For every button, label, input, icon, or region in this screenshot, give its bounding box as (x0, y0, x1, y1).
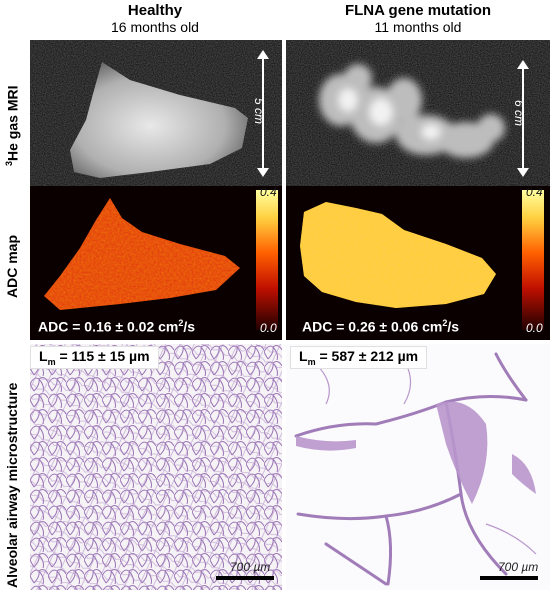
mri-flna-scale-label: 6 cm (512, 99, 527, 127)
arrow-up-icon (257, 50, 269, 59)
healthy-lm-value: = 115 ± 15 µm (55, 348, 150, 364)
adc-flna-value: ADC = 0.26 ± 0.06 cm2/s (302, 318, 459, 335)
adc-flna-colorbar (522, 190, 544, 330)
row-label-mri-sup: 3 (4, 160, 14, 166)
adc-healthy-colorbar-min: 0.0 (260, 321, 277, 335)
row-label-adc: ADC map (4, 235, 20, 298)
flna-title: FLNA gene mutation 11 months old (286, 2, 550, 36)
flna-scale-bar (480, 576, 538, 580)
healthy-title-text: Healthy (127, 2, 183, 19)
flna-subtitle: 11 months old (374, 19, 462, 35)
mri-healthy-image (30, 40, 282, 186)
adc-healthy-panel: 0.4 0.0 ADC = 0.16 ± 0.02 cm2/s (30, 186, 282, 340)
flna-lm-sub: m (307, 356, 316, 367)
row-label-mri: 3He gas MRI (4, 86, 21, 166)
histology-healthy-lm: Lm = 115 ± 15 µm (30, 346, 159, 369)
histology-flna-image (286, 344, 550, 590)
adc-flna-value-text: ADC = 0.26 ± 0.06 cm (302, 318, 443, 335)
adc-healthy-colorbar (256, 190, 278, 330)
flna-title-text: FLNA gene mutation (344, 2, 492, 19)
healthy-subtitle: 16 months old (111, 19, 199, 35)
mri-flna-scale-arrow (522, 64, 524, 172)
arrow-down-icon (517, 168, 529, 177)
healthy-scale-text: 700 µm (230, 560, 271, 574)
flna-scale-text: 700 µm (498, 560, 539, 574)
healthy-lm-prefix: L (39, 348, 48, 364)
healthy-lm-sub: m (47, 356, 56, 367)
arrow-down-icon (257, 168, 269, 177)
row-label-mri-text: He gas MRI (4, 85, 21, 161)
mri-flna-image (286, 40, 550, 186)
adc-flna-map (300, 202, 496, 308)
mri-flna-panel: 6 cm (286, 40, 550, 186)
adc-healthy-map (44, 198, 240, 310)
row-label-micro: Alveolar airway microstructure (4, 383, 20, 588)
adc-flna-colorbar-max: 0.4 (526, 186, 543, 199)
mri-healthy-panel: 5 cm (30, 40, 282, 186)
adc-healthy-value-text: ADC = 0.16 ± 0.02 cm (38, 318, 179, 335)
healthy-title: Healthy 16 months old (30, 2, 280, 36)
adc-healthy-unit-sup: 2 (178, 318, 184, 328)
adc-flna-colorbar-min: 0.0 (526, 321, 543, 335)
histology-healthy-panel: Lm = 115 ± 15 µm 700 µm (30, 344, 282, 590)
histology-flna-lm: Lm = 587 ± 212 µm (290, 346, 428, 369)
histology-flna-panel: Lm = 587 ± 212 µm 700 µm (286, 344, 550, 590)
flna-lm-value: = 587 ± 212 µm (315, 348, 419, 364)
mri-healthy-scale-arrow (262, 54, 264, 174)
mri-healthy-scale-label: 5 cm (252, 97, 267, 125)
histology-healthy-image (30, 344, 282, 590)
row-label-micro-text: Alveolar airway microstructure (4, 382, 20, 588)
adc-flna-unit-sup: 2 (442, 318, 448, 328)
healthy-scale-bar (216, 576, 274, 580)
arrow-up-icon (517, 60, 529, 69)
adc-flna-panel: 0.4 0.0 ADC = 0.26 ± 0.06 cm2/s (286, 186, 550, 340)
adc-flna-unit-tail: /s (447, 318, 460, 335)
flna-lm-prefix: L (299, 348, 308, 364)
adc-healthy-unit-tail: /s (183, 318, 196, 335)
adc-healthy-value: ADC = 0.16 ± 0.02 cm2/s (38, 318, 195, 335)
row-label-adc-text: ADC map (4, 234, 20, 298)
adc-healthy-colorbar-max: 0.4 (260, 186, 277, 199)
